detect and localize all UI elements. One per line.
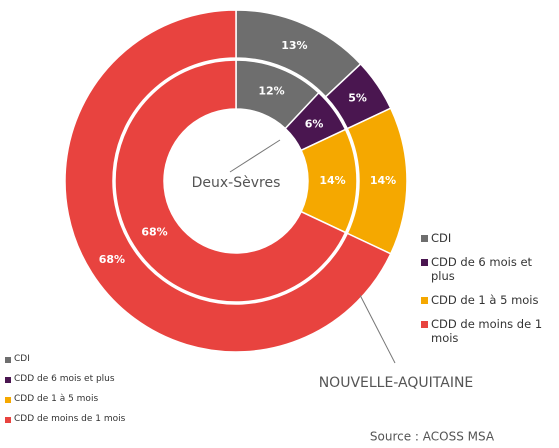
legend-swatch: [421, 259, 428, 266]
legend-item: CDD de 1 à 5 mois: [421, 293, 556, 307]
legend-swatch: [5, 397, 11, 403]
legend-label: CDD de 6 mois et plus: [431, 255, 533, 283]
data-label: 14%: [319, 174, 345, 187]
legend: CDI CDD de 6 mois et plus CDD de 1 à 5 moi…: [421, 231, 556, 355]
legend-label: CDI: [14, 354, 30, 364]
legend-swatch: [421, 235, 428, 242]
data-label: 5%: [348, 91, 367, 104]
data-label: 6%: [305, 117, 324, 130]
legend-label: CDD de moins de 1 mois: [14, 414, 126, 424]
callout-line: [359, 294, 396, 364]
legend-label: CDD de 6 mois et plus: [14, 374, 115, 384]
legend-swatch: [5, 357, 11, 363]
legend-label: CDD de 1 à 5 mois: [14, 394, 99, 404]
legend-swatch: [421, 321, 428, 328]
data-label: 13%: [281, 39, 307, 52]
data-label: 68%: [141, 226, 167, 239]
data-label: 12%: [258, 84, 284, 97]
legend-item: CDD de 6 mois et plus: [421, 255, 556, 283]
legend-item: CDD de moins de 1 mois: [5, 414, 125, 425]
legend-swatch: [421, 297, 428, 304]
outer-series-label: NOUVELLE-AQUITAINE: [319, 375, 474, 391]
legend-label: CDD de moins de 1 mois: [431, 317, 543, 345]
callout-line: [229, 139, 281, 173]
data-label: 68%: [99, 253, 125, 266]
legend-item: CDI: [5, 354, 125, 365]
donut-segment: [114, 59, 347, 303]
source: Source : ACOSS MSA: [370, 430, 495, 444]
legend-item: CDD de moins de 1 mois: [421, 317, 556, 345]
legend-label: CDI: [431, 231, 452, 245]
legend: CDI CDD de 6 mois et plus CDD de 1 à 5 moi…: [5, 354, 125, 434]
inner-series-label: Deux-Sèvres: [192, 175, 281, 191]
data-label: 14%: [370, 174, 396, 187]
donut: 12% 6% 14% 68% 13% 5% 14% 68%: [64, 9, 408, 353]
legend-item: CDD de 6 mois et plus: [5, 374, 125, 385]
legend-swatch: [5, 377, 11, 383]
legend-swatch: [5, 417, 11, 423]
donut-segment: [64, 9, 392, 353]
legend-item: CDD de 1 à 5 mois: [5, 394, 125, 405]
legend-item: CDI: [421, 231, 556, 245]
legend-label: CDD de 1 à 5 mois: [431, 293, 539, 307]
